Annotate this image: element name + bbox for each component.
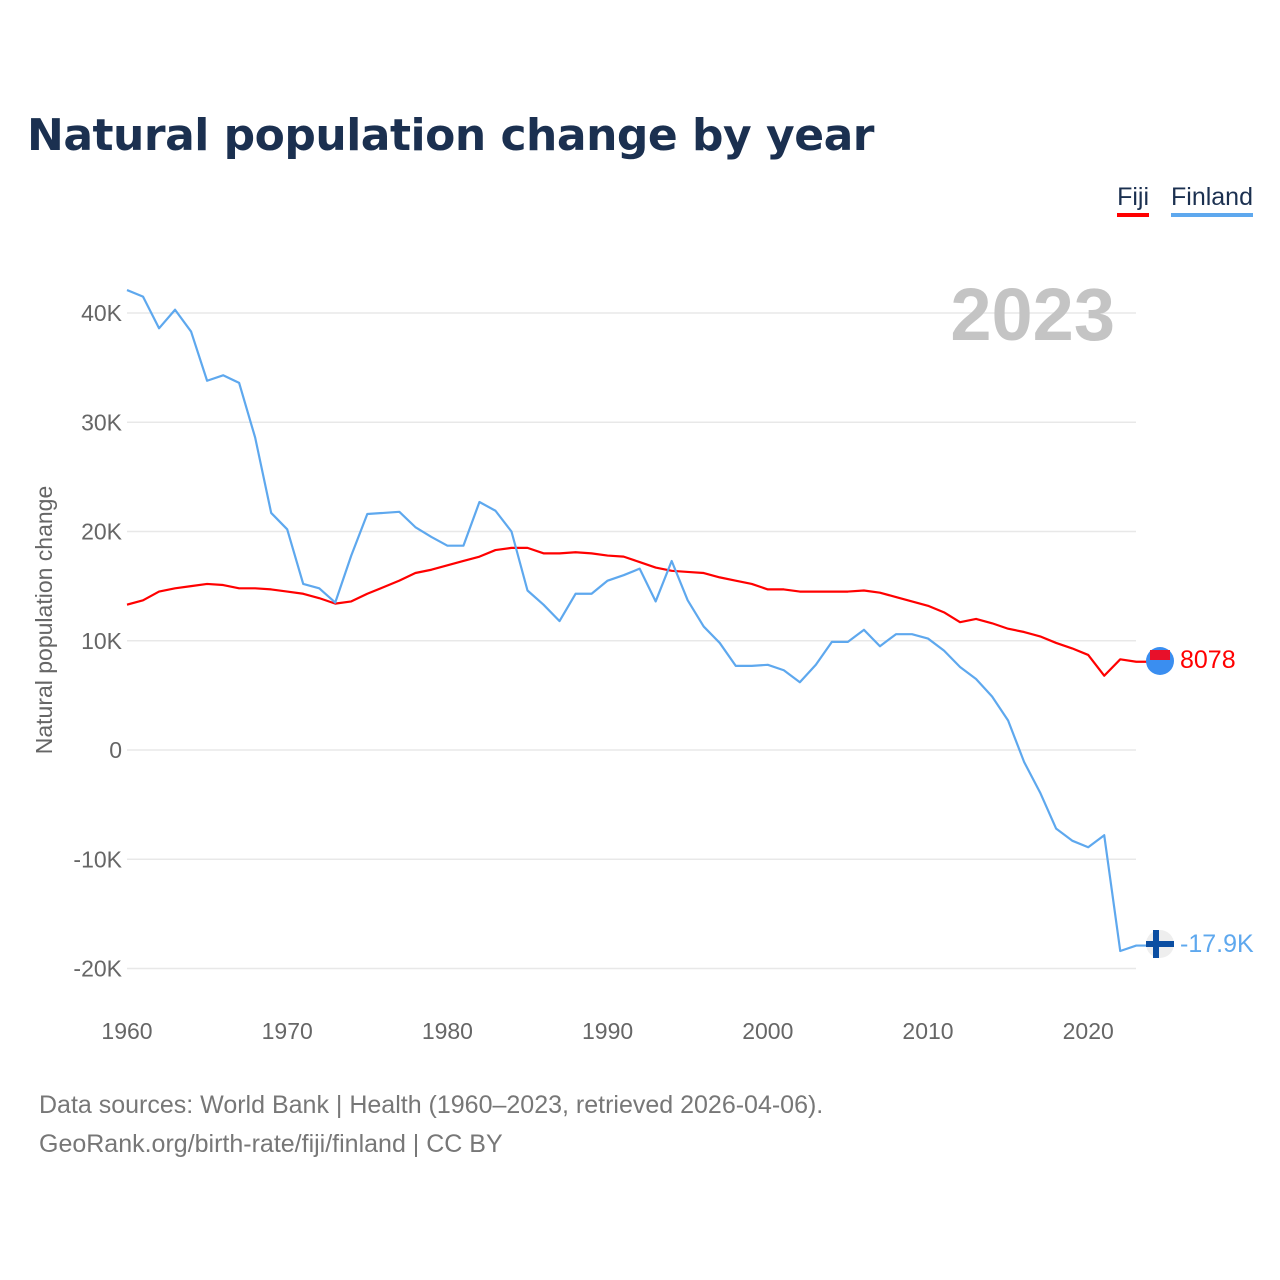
year-badge: 2023 — [950, 273, 1115, 356]
x-tick-label: 2020 — [1063, 1018, 1114, 1044]
x-tick-label: 1970 — [262, 1018, 313, 1044]
x-tick-label: 1980 — [422, 1018, 473, 1044]
y-tick-label: 20K — [81, 519, 123, 545]
source-line-2[interactable]: GeoRank.org/birth-rate/fiji/finland | CC… — [39, 1130, 503, 1158]
series-line-finland — [126, 289, 1148, 953]
finland-end-label: -17.9K — [1180, 930, 1254, 958]
y-tick-label: 30K — [81, 409, 123, 435]
finland-flag-cross-h — [1146, 941, 1174, 947]
legend-item-finland[interactable]: Finland — [1171, 183, 1253, 217]
x-tick-label: 1960 — [101, 1018, 152, 1044]
fiji-end-label: 8078 — [1180, 646, 1236, 674]
fiji-flag-detail-icon — [1150, 650, 1170, 660]
x-tick-label: 2010 — [902, 1018, 953, 1044]
y-tick-label: -10K — [73, 846, 122, 872]
legend: Fiji Finland — [1117, 183, 1253, 217]
source-note: Data sources: World Bank | Health (1960–… — [39, 1086, 823, 1164]
y-tick-label: 40K — [81, 300, 123, 326]
y-tick-label: 10K — [81, 628, 123, 654]
finland-flag-cross-v — [1153, 930, 1159, 958]
source-line-1: Data sources: World Bank | Health (1960–… — [39, 1091, 824, 1119]
x-tick-label: 2000 — [742, 1018, 793, 1044]
y-tick-label: 0 — [109, 737, 122, 763]
legend-item-fiji[interactable]: Fiji — [1117, 183, 1149, 217]
series-line-fiji — [126, 546, 1148, 677]
chart-title: Natural population change by year — [27, 110, 874, 161]
x-tick-label: 1990 — [582, 1018, 633, 1044]
y-tick-label: -20K — [73, 956, 122, 982]
y-axis-label: Natural population change — [31, 486, 57, 755]
